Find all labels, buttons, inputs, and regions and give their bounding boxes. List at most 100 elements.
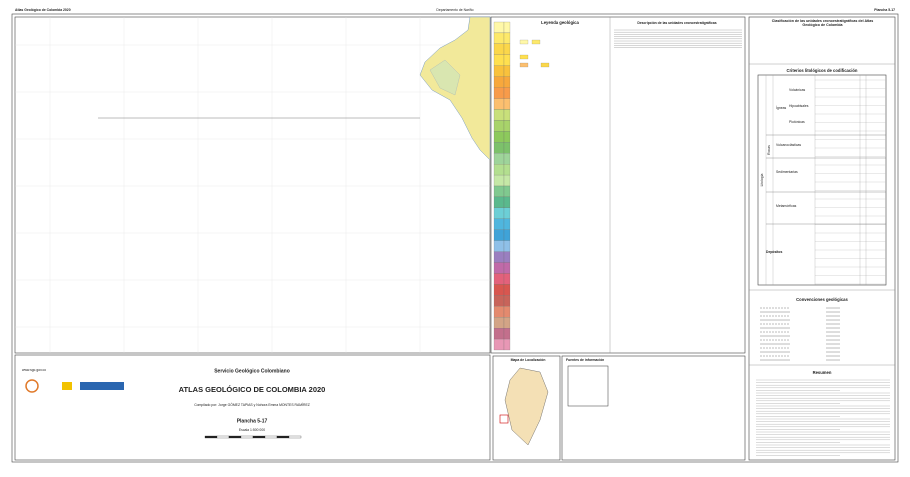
legend-swatch [531,39,541,45]
timescale-cell [493,218,505,230]
timescale-cell [493,98,505,110]
legend-swatch [519,62,529,68]
land-detail [429,59,461,96]
scale-segment [288,435,302,439]
timescale-cell [503,218,511,230]
timescale-cell [503,87,511,99]
timescale-cell [503,328,511,340]
timescale-cell [493,251,505,263]
header-right: Plancha 5-17 [874,8,895,12]
timescale-cell [493,65,505,77]
header-center: Departamento de Nariño [436,8,473,12]
sources-frame [561,355,746,461]
igneous-label: Ígneas [776,106,786,110]
timescale-cell [503,164,511,176]
header-left: Atlas Geológico de Colombia 2020 [15,8,71,12]
scale-segment [276,435,290,439]
logo-flag [62,382,72,390]
timescale-cell [493,284,505,296]
lithology-label: Litología [760,173,764,186]
timescale-cell [493,295,505,307]
timescale-cell [503,185,511,198]
rock-group: Sedimentarias [776,170,798,174]
location-country [504,367,549,446]
panel-frame [748,16,896,461]
timescale-cell [493,185,505,198]
timescale-cell [503,120,511,132]
igneous-type: Hipoabisales [789,104,809,108]
timescale-cell [493,76,505,88]
timescale-cell [503,229,511,241]
descriptions-title: Descripción de las unidades cronoestrati… [637,21,716,25]
logo-banner [80,382,124,390]
summary-title: Resumen [813,370,832,375]
title-frame [14,354,491,461]
timescale-cell [493,240,505,252]
sources-grid [567,365,609,407]
timescale-cell [493,273,505,285]
legend-swatch [519,39,529,45]
rock-group: Depósitos [766,250,783,254]
legend-title: Leyenda geológica [541,20,579,25]
legend-swatch [540,62,550,68]
timescale-cell [503,131,511,143]
atlas-title: ATLAS GEOLÓGICO DE COLOMBIA 2020 [179,385,326,394]
scale-segment [252,435,266,439]
classification-title: Clasificación de las unidades cronoestra… [771,19,874,27]
sheet-frame [11,13,899,463]
scale-segment [228,435,242,439]
rock-group: Vulcanoclásticas [776,143,801,147]
timescale-cell [493,153,505,165]
timescale-cell [503,306,511,318]
scale-segment [204,435,218,439]
timescale-cell [493,174,505,187]
igneous-type: Plutónicas [789,120,805,124]
timescale-cell [493,131,505,143]
scale-segment [264,435,278,439]
timescale-cell [503,295,511,307]
legend-swatch [519,54,529,60]
timescale-cell [503,142,511,154]
timescale-cell [503,338,511,351]
map-frame [14,16,491,354]
timescale-cell [503,109,511,121]
timescale-cell [503,273,511,285]
location-box [499,414,509,424]
rock-group: Metamórficas [776,204,797,208]
location-title: Mapa de Localización [511,358,546,362]
institution: Servicio Geológico Colombiano [214,368,290,374]
scale-text: Escala 1:500 000 [239,428,265,432]
location-frame [492,355,561,461]
timescale-cell [503,284,511,296]
timescale-cell [503,240,511,252]
timescale-cell [503,317,511,329]
timescale-cell [493,32,505,44]
timescale-cell [503,32,511,44]
website: www.sgc.gov.co [22,368,46,372]
compiled-by: Compilado por: Jorge GÓMEZ TAPIAS y Noho… [194,402,310,407]
timescale-cell [503,98,511,110]
decoration [11,13,899,463]
classification-box: Clasificación de las unidades cronoestra… [771,19,874,27]
timescale-cell [493,164,505,176]
timescale-cell [493,142,505,154]
timescale-cell [493,317,505,329]
timescale-cell [493,306,505,318]
timescale-cell [493,87,505,99]
timescale-cell [503,76,511,88]
timescale-cell [493,262,505,274]
timescale-cell [493,229,505,241]
legend-frame [490,16,746,354]
timescale-cell [493,109,505,121]
igneous-type: Volcánicas [789,88,806,92]
timescale-cell [493,54,505,66]
timescale-cell [493,328,505,340]
timescale-cell [503,54,511,66]
rocks-label: Rocas [767,145,771,155]
timescale-cell [503,21,511,34]
logo [25,379,39,393]
timescale-cell [493,207,505,219]
sources-title: Fuentes de información [566,358,604,362]
timescale-cell [503,43,511,55]
timescale-cell [493,196,505,208]
